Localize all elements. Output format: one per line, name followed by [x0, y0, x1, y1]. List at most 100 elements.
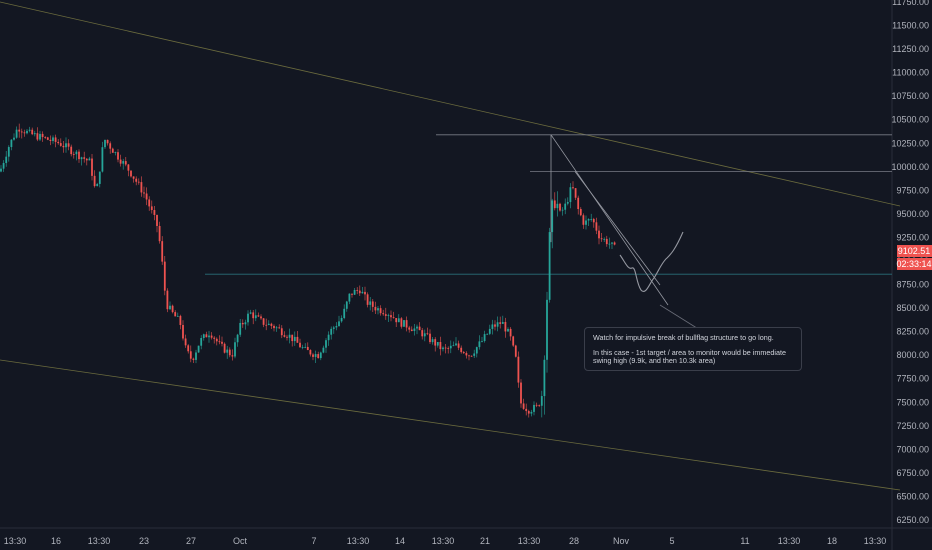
candle-body: [587, 219, 590, 221]
x-tick-label: Oct: [233, 536, 248, 546]
candle-body: [10, 139, 13, 148]
candle-body: [306, 346, 309, 351]
candle-body: [551, 200, 554, 233]
candle-body: [231, 355, 234, 357]
candle-body: [525, 408, 528, 412]
candle-body: [431, 339, 434, 343]
candle-body: [179, 315, 182, 325]
x-tick-label: 18: [827, 536, 837, 546]
candle-body: [546, 299, 548, 360]
candle-body: [174, 312, 177, 317]
candle-body: [135, 178, 138, 182]
candle-body: [221, 341, 223, 344]
candle-body: [462, 352, 465, 354]
candle-body: [504, 321, 507, 332]
candle-body: [418, 326, 421, 331]
x-tick-label: 14: [395, 536, 405, 546]
candle-body: [590, 219, 593, 220]
candle-body: [353, 289, 356, 295]
candle-body: [494, 324, 496, 327]
candle-body: [332, 327, 335, 329]
candle-body: [312, 354, 314, 357]
candle-body: [252, 312, 255, 319]
candle-body: [405, 320, 408, 328]
candle-body: [13, 137, 15, 140]
time-axis: 13:30 16 13:30 23 27 Oct 7 13:30 14 13:30 21 13:30 2…: [4, 536, 887, 546]
candle-body: [507, 328, 509, 332]
y-tick-label: 11500.00: [892, 21, 929, 31]
candle-body: [192, 358, 195, 360]
candle-body: [319, 352, 322, 359]
candle-body: [109, 143, 112, 149]
y-tick-label: 8000.00: [896, 350, 929, 360]
candle-body: [262, 318, 265, 325]
candle-body: [486, 333, 489, 335]
y-tick-label: 10500.00: [891, 115, 929, 125]
candle-body: [392, 317, 395, 319]
candle-body: [434, 339, 437, 346]
candle-body: [124, 161, 127, 165]
horizontal-levels: [205, 134, 892, 275]
candle-body: [197, 345, 200, 353]
candle-body: [182, 324, 184, 339]
candle-body: [70, 146, 73, 155]
candle-body: [223, 343, 226, 353]
annotation-note[interactable]: Watch for impulsive break of bullflag st…: [584, 327, 802, 371]
candle-body: [491, 324, 494, 329]
projection-drawings: [550, 134, 701, 331]
upper-channel-line: [0, 1, 901, 207]
x-tick-label: 27: [186, 536, 196, 546]
candle-body: [473, 353, 476, 356]
candle-body: [111, 148, 114, 153]
candle-body: [26, 130, 28, 134]
candle-body: [522, 403, 525, 409]
candle-body: [93, 175, 96, 187]
candle-body: [603, 238, 606, 240]
candle-body: [483, 334, 486, 342]
y-tick-label: 8750.00: [896, 280, 929, 290]
candle-body: [72, 154, 75, 155]
x-tick-label: 7: [311, 536, 316, 546]
x-tick-label: 13:30: [88, 536, 111, 546]
candle-body: [613, 242, 616, 245]
candle-body: [452, 345, 455, 347]
candle-body: [226, 349, 229, 353]
candle-body: [564, 203, 567, 210]
candle-body: [267, 323, 270, 325]
candle-body: [132, 176, 135, 179]
candle-body: [15, 129, 18, 138]
candle-body: [338, 321, 340, 327]
candle-body: [195, 352, 197, 360]
candle-body: [470, 355, 473, 357]
candle-body: [390, 315, 392, 318]
candle-body: [548, 232, 551, 300]
candle-body: [67, 143, 70, 147]
candle-body: [553, 200, 556, 209]
candle-body: [187, 345, 190, 352]
candle-body: [239, 322, 242, 335]
y-tick-label: 11250.00: [892, 44, 929, 54]
candle-body: [85, 158, 88, 161]
candle-body: [569, 187, 572, 203]
y-tick-label: 7750.00: [896, 374, 929, 384]
candle-body: [54, 137, 57, 142]
candle-body: [538, 405, 541, 407]
candle-body: [205, 334, 208, 338]
candle-body: [340, 318, 343, 322]
candle-body: [442, 347, 444, 350]
candle-body: [556, 203, 559, 209]
y-tick-label: 7500.00: [896, 397, 929, 407]
candle-body: [215, 338, 218, 342]
candle-body: [535, 404, 538, 406]
candle-body: [611, 242, 613, 244]
candle-body: [101, 147, 104, 172]
candle-body: [509, 328, 512, 337]
y-tick-label: 10250.00: [891, 138, 929, 148]
candle-body: [605, 238, 608, 245]
candle-body: [304, 346, 307, 348]
candle-body: [410, 329, 413, 332]
candle-body: [325, 340, 327, 348]
candle-body: [20, 131, 23, 133]
